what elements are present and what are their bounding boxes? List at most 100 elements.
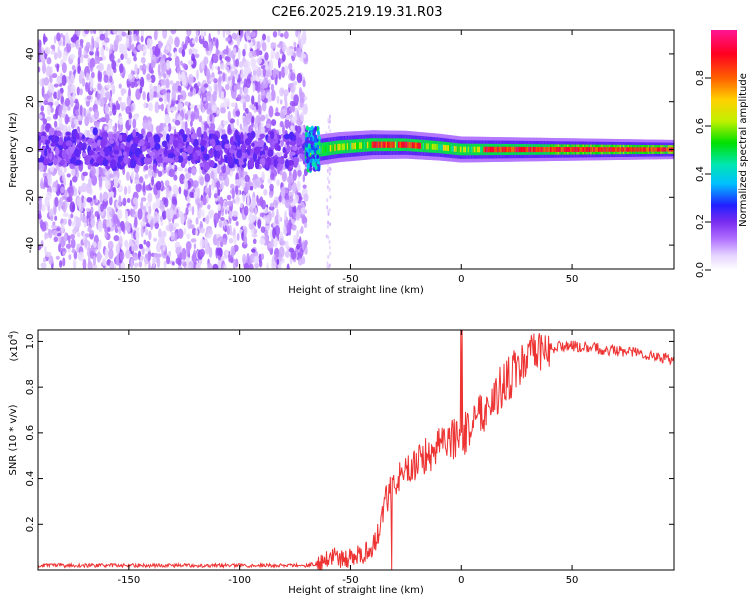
spectrogram-cell xyxy=(209,76,215,82)
spectrogram-cell xyxy=(96,166,100,178)
spectrogram-cell xyxy=(328,180,331,185)
spectrogram-cell xyxy=(58,136,64,146)
spectrogram-cell xyxy=(99,167,104,177)
spectrogram-cell xyxy=(216,150,221,160)
spectrogram-cell xyxy=(266,35,271,43)
spectrogram-cell xyxy=(264,229,269,237)
spectrogram-cell xyxy=(140,225,144,238)
spectrogram-panel: -150 -100 -50 0 50 -40 -20 0 20 40 Height of str… xyxy=(8,29,675,296)
spectrogram-cell xyxy=(84,237,88,248)
spectrogram-cell xyxy=(185,207,189,216)
spectrogram-cell xyxy=(251,95,255,106)
spectrogram-cell xyxy=(268,205,275,211)
spectrogram-cell xyxy=(99,192,103,203)
spectrogram-cell xyxy=(271,119,277,127)
spectrogram-cell xyxy=(146,214,152,220)
spectrogram-cell xyxy=(220,134,228,141)
spectrogram-cell xyxy=(225,45,229,56)
spectrogram-cell xyxy=(257,139,265,148)
spectrogram-cell xyxy=(88,177,92,186)
spectrogram-cell xyxy=(302,79,306,88)
spectrogram-cell xyxy=(143,64,147,70)
spectrogram-cell xyxy=(203,56,209,65)
spectrogram-cell xyxy=(171,196,177,205)
spectrogram-cell xyxy=(224,209,228,215)
spectrogram-cell xyxy=(161,210,167,220)
spectrogram-cell xyxy=(102,191,109,202)
spectrogram-cell xyxy=(125,147,131,152)
spectrogram-cell xyxy=(270,42,275,50)
spectrogram-cell xyxy=(82,171,89,177)
spectrogram-cell xyxy=(222,30,226,39)
spectrogram-cell xyxy=(260,126,266,134)
spectrogram-cell xyxy=(156,256,161,269)
spectrogram-cell xyxy=(296,72,303,84)
spectrogram-cell xyxy=(243,235,248,246)
spectrogram-cell xyxy=(168,35,174,46)
spectrogram-cell xyxy=(304,96,308,101)
spectrogram-cell xyxy=(272,199,279,206)
spectrogram-cell xyxy=(192,87,196,96)
spectrogram-cell xyxy=(278,246,285,258)
spectrogram-cell xyxy=(216,109,220,115)
spectrogram-cell xyxy=(52,221,56,226)
spectrogram-cell xyxy=(54,196,59,208)
spectrogram-cell xyxy=(219,63,225,71)
spectrogram-cell xyxy=(253,255,260,264)
spectrogram-cell xyxy=(208,41,213,52)
spectrogram-cell xyxy=(241,68,244,76)
spectrogram-cell xyxy=(192,180,199,188)
spectrogram-cell xyxy=(193,243,197,250)
spectrogram-cell xyxy=(46,57,52,65)
spectrogram-cell xyxy=(68,185,74,198)
spectrogram-cell xyxy=(90,44,94,53)
spectrogram-cell xyxy=(183,227,187,236)
spectrogram-cell xyxy=(133,49,137,55)
spectrogram-cell xyxy=(225,83,230,91)
spectrogram-cell xyxy=(256,57,263,65)
spectrogram-cell xyxy=(249,157,255,168)
spectrogram-cell xyxy=(151,176,155,186)
spectrogram-cell xyxy=(46,104,51,116)
spectrogram-cell xyxy=(72,91,76,102)
spectrogram-cell xyxy=(327,220,330,225)
spectrogram-cell xyxy=(96,253,103,260)
spectrogram-cell xyxy=(274,112,281,117)
spectrogram-cell xyxy=(133,56,137,62)
spectrogram-cell xyxy=(246,30,251,36)
spectrogram-cell xyxy=(290,93,295,100)
spectrogram-cell xyxy=(45,116,52,122)
spectrogram-cell xyxy=(189,224,195,229)
spectrogram-cell xyxy=(251,196,257,209)
chart-title: C2E6.2025.219.19.31.R03 xyxy=(271,5,442,20)
spectrogram-cell xyxy=(132,118,137,129)
spectrogram-cell xyxy=(160,221,164,226)
spectrogram-cell xyxy=(121,221,125,233)
spectrogram-cell xyxy=(91,142,98,149)
spectrogram-cell xyxy=(272,30,278,38)
spectrogram-cell xyxy=(295,209,300,219)
spectrogram-cell xyxy=(248,221,255,230)
spectrogram-cell xyxy=(276,95,280,105)
spectrogram-cell xyxy=(153,133,160,143)
spectrogram-cell xyxy=(232,258,237,269)
spectrogram-cell xyxy=(96,43,100,48)
spectrogram-cell xyxy=(215,48,220,55)
spectrogram-cell xyxy=(185,256,190,266)
spectrogram-cell xyxy=(299,247,304,257)
spectrogram-cell xyxy=(244,107,249,114)
spectrogram-cell xyxy=(40,262,47,269)
spectrogram-cell xyxy=(133,33,137,42)
spectrogram-cell xyxy=(161,205,165,212)
spectrogram-cell xyxy=(237,139,241,147)
spectrogram-cell xyxy=(302,184,307,189)
spectrogram-cell xyxy=(244,94,251,103)
spectrogram-cell xyxy=(302,240,305,251)
spectrogram-cell xyxy=(76,133,80,140)
spectrogram-cell xyxy=(72,142,76,151)
spectrogram-cell xyxy=(224,143,231,149)
y-tick-label: 0.6 xyxy=(25,425,36,441)
spectrogram-cell xyxy=(100,203,104,212)
spectrogram-cell xyxy=(289,151,296,156)
spectrogram-cell xyxy=(133,262,140,267)
